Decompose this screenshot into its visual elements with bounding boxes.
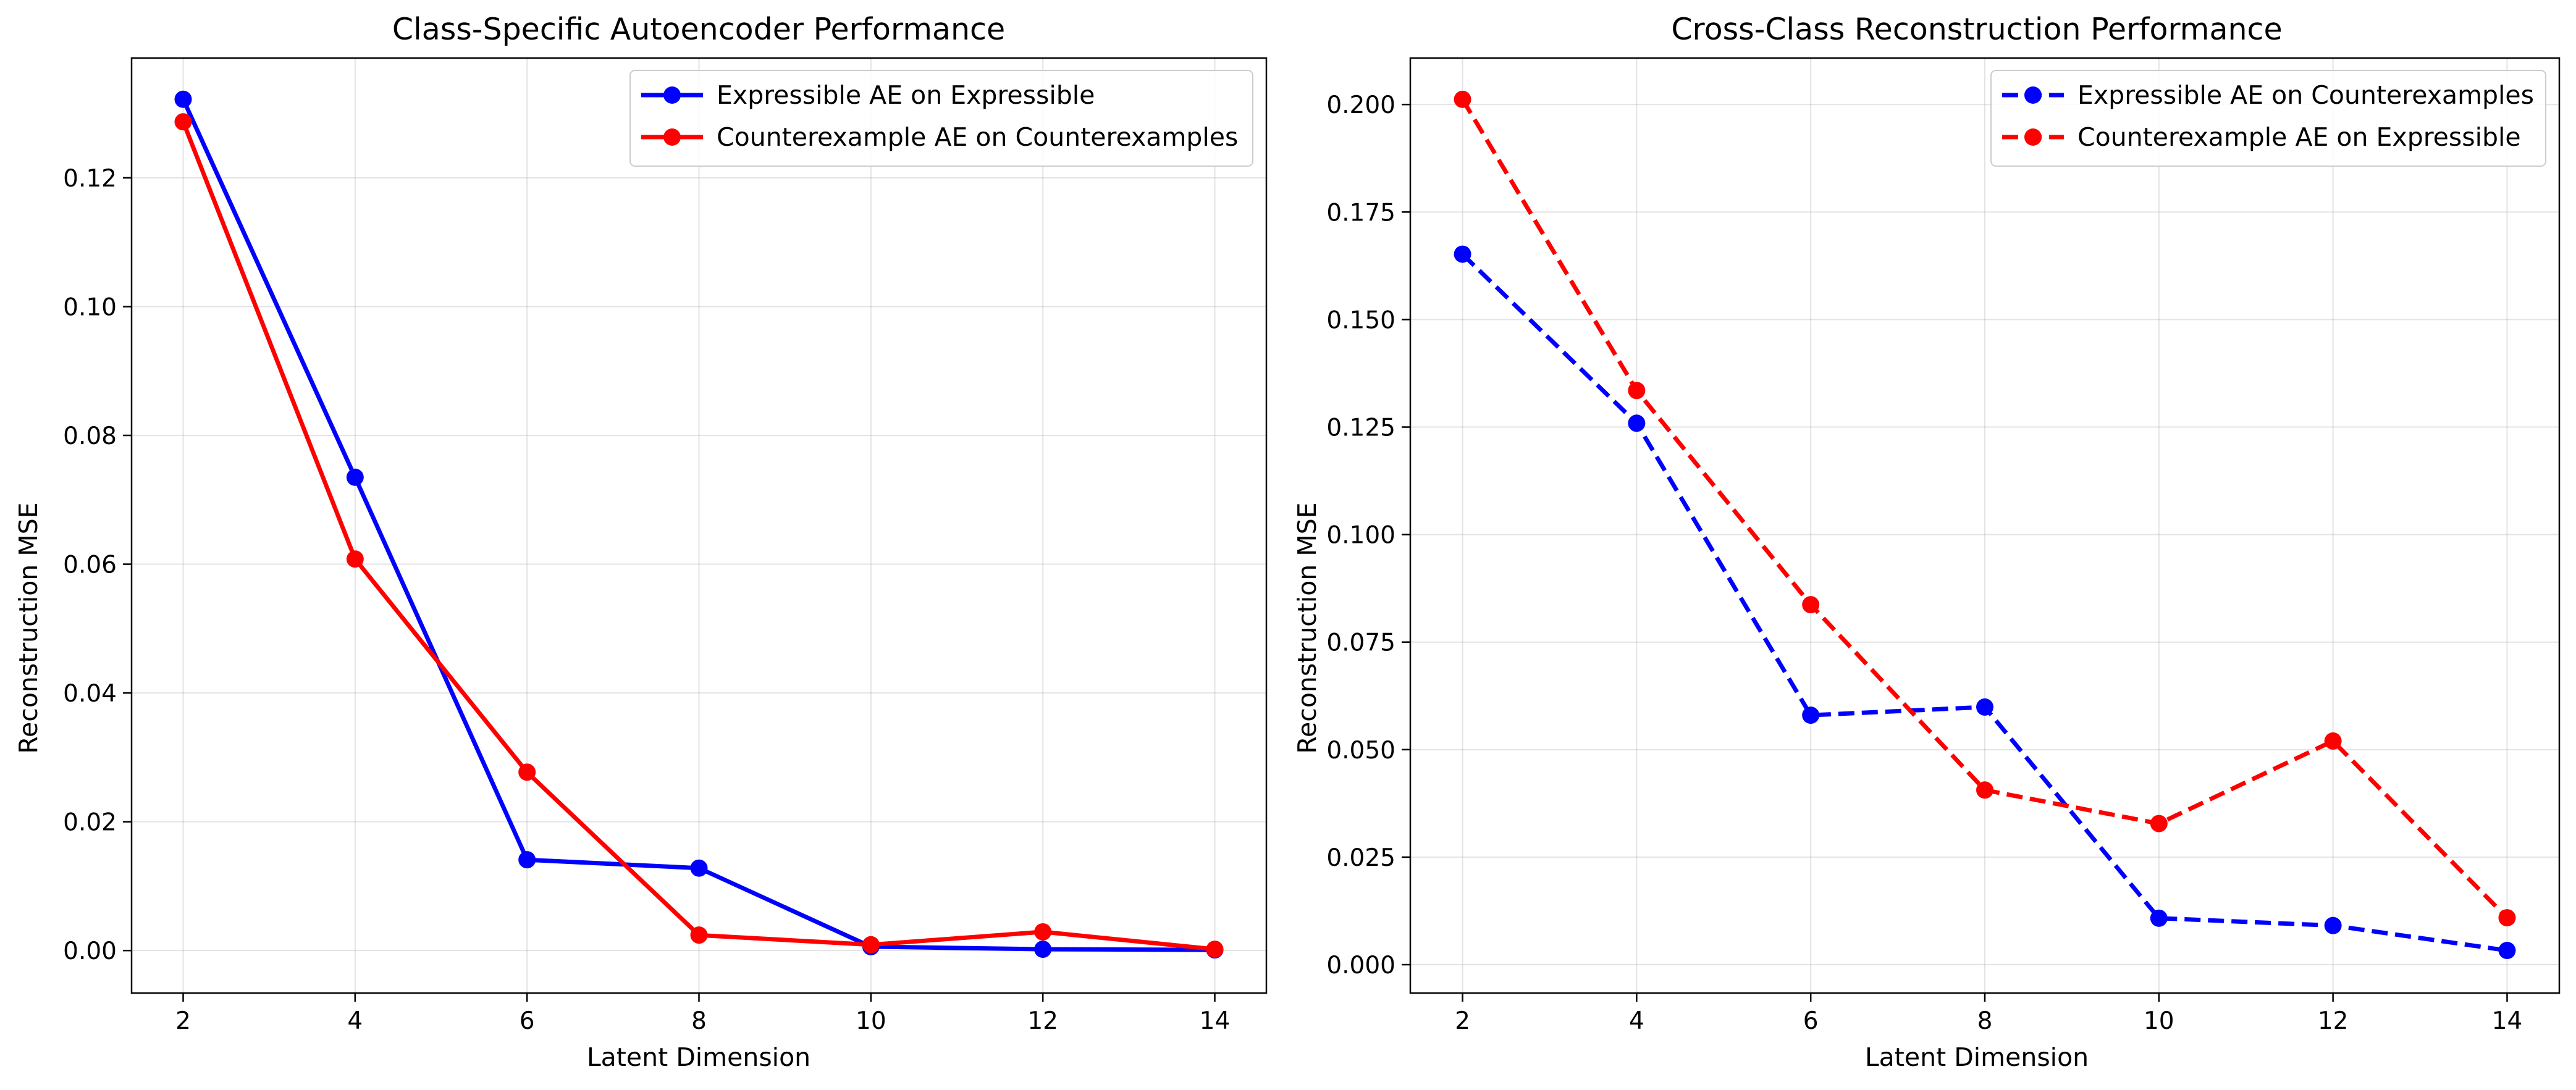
- x-tick-label: 8: [691, 1007, 707, 1035]
- data-point: [1976, 698, 1993, 716]
- x-axis-label: Latent Dimension: [1865, 1042, 2089, 1072]
- legend: Expressible AE on Expressible Counterexam…: [629, 70, 1253, 167]
- y-tick-label: 0.04: [63, 680, 117, 708]
- data-point: [1802, 706, 1820, 724]
- x-tick-label: 8: [1977, 1007, 1993, 1035]
- x-tick-label: 2: [1455, 1007, 1470, 1035]
- x-tick-label: 14: [2492, 1007, 2523, 1035]
- legend-label: Expressible AE on Expressible: [717, 80, 1095, 110]
- y-tick-label: 0.150: [1326, 306, 1395, 334]
- data-point: [174, 113, 192, 131]
- x-tick-label: 2: [175, 1007, 191, 1035]
- data-point: [174, 90, 192, 108]
- legend-swatch-marker: [663, 86, 681, 104]
- legend-frame: [629, 70, 1253, 167]
- y-axis-label: Reconstruction MSE: [14, 502, 43, 753]
- chart-right: Cross-Class Reconstruction Performance L…: [1292, 12, 2561, 1072]
- x-axis-label: Latent Dimension: [587, 1042, 810, 1072]
- legend-label: Counterexample AE on Counterexamples: [717, 122, 1238, 152]
- y-axis-label: Reconstruction MSE: [1292, 502, 1322, 753]
- x-tick-label: 4: [1629, 1007, 1644, 1035]
- y-tick-label: 0.200: [1326, 91, 1395, 119]
- data-point: [1034, 923, 1052, 941]
- y-tick-label: 0.12: [63, 165, 117, 193]
- x-tick-label: 12: [1027, 1007, 1058, 1035]
- legend-swatch-marker: [2024, 128, 2042, 146]
- data-point: [690, 926, 708, 944]
- data-point: [690, 859, 708, 877]
- legend-frame: [1990, 70, 2546, 167]
- data-point: [2150, 815, 2168, 832]
- data-point: [346, 468, 364, 486]
- data-point: [1206, 941, 1224, 958]
- data-point: [346, 550, 364, 568]
- data-point: [2150, 909, 2168, 927]
- y-tick-label: 0.10: [63, 293, 117, 321]
- y-tick-label: 0.000: [1326, 952, 1395, 979]
- chart-title: Cross-Class Reconstruction Performance: [1671, 12, 2282, 47]
- y-tick-label: 0.025: [1326, 844, 1395, 872]
- data-point: [518, 851, 536, 869]
- plot-frame: [1409, 57, 2561, 994]
- x-tick-label: 10: [856, 1007, 886, 1035]
- y-tick-label: 0.02: [63, 809, 117, 837]
- data-point: [2324, 732, 2342, 750]
- data-point: [1454, 245, 1471, 263]
- x-tick-label: 14: [1200, 1007, 1231, 1035]
- legend-swatch-marker: [2024, 86, 2042, 104]
- x-tick-label: 12: [2318, 1007, 2349, 1035]
- plot-frame: [130, 57, 1268, 994]
- y-tick-label: 0.050: [1326, 737, 1395, 765]
- data-point: [1454, 90, 1471, 108]
- y-tick-label: 0.08: [63, 422, 117, 450]
- data-point: [1628, 382, 1646, 400]
- legend-label: Expressible AE on Counterexamples: [2077, 80, 2534, 110]
- y-tick-label: 0.06: [63, 551, 117, 579]
- x-tick-label: 6: [520, 1007, 535, 1035]
- y-tick-label: 0.125: [1326, 414, 1395, 442]
- y-tick-label: 0.100: [1326, 522, 1395, 550]
- legend: Expressible AE on Counterexamples Counter…: [1990, 70, 2546, 167]
- chart-title: Class-Specific Autoencoder Performance: [392, 12, 1005, 47]
- data-point: [1976, 781, 1993, 799]
- y-tick-label: 0.00: [63, 937, 117, 965]
- y-tick-label: 0.075: [1326, 629, 1395, 657]
- data-point: [2498, 909, 2516, 927]
- data-point: [1034, 941, 1052, 958]
- legend-label: Counterexample AE on Expressible: [2077, 122, 2521, 152]
- data-point: [862, 936, 880, 954]
- x-tick-label: 6: [1803, 1007, 1819, 1035]
- x-tick-label: 10: [2144, 1007, 2174, 1035]
- chart-left: Class-Specific Autoencoder Performance L…: [14, 12, 1268, 1072]
- x-tick-label: 4: [347, 1007, 363, 1035]
- data-point: [518, 763, 536, 781]
- y-tick-label: 0.175: [1326, 199, 1395, 227]
- data-point: [2498, 942, 2516, 960]
- data-point: [1628, 414, 1646, 432]
- legend-swatch-marker: [663, 128, 681, 146]
- data-point: [2324, 916, 2342, 934]
- data-point: [1802, 596, 1820, 614]
